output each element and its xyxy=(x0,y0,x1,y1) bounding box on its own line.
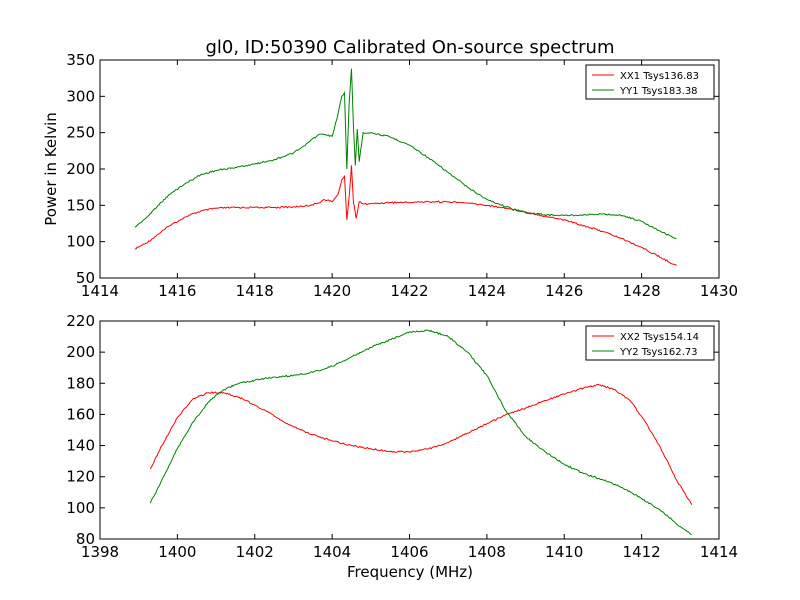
chart-2-ytick-label: 140 xyxy=(66,437,95,455)
chart-2-ytick-label: 200 xyxy=(66,343,95,361)
chart-1-legend-box xyxy=(585,64,715,100)
chart-1-xtick-label: 1414 xyxy=(81,282,119,300)
chart-1-legend: XX1 Tsys136.83 YY1 Tsys183.38 xyxy=(585,64,715,100)
chart-2-xtick-label: 1408 xyxy=(468,543,506,561)
chart-2-ytick-label: 220 xyxy=(66,312,95,330)
chart-2-ytick-label: 160 xyxy=(66,405,95,423)
chart-2-legend-label: XX2 Tsys154.14 xyxy=(620,332,699,343)
chart-2-ytick-label: 120 xyxy=(66,468,95,486)
chart-2-legend-label: YY2 Tsys162.73 xyxy=(619,347,698,358)
chart-2-xtick-label: 1406 xyxy=(390,543,428,561)
chart-2-xtick-label: 1414 xyxy=(700,543,738,561)
chart-2-legend-box xyxy=(585,325,715,361)
chart-1-legend-label: XX1 Tsys136.83 xyxy=(620,71,699,82)
chart-1-xtick-label: 1422 xyxy=(390,282,428,300)
chart-2-ytick-label: 180 xyxy=(66,374,95,392)
chart-1-xtick-label: 1418 xyxy=(236,282,274,300)
chart-2-xtick-label: 1410 xyxy=(545,543,583,561)
chart-1-title: gl0, ID:50390 Calibrated On-source spect… xyxy=(205,37,614,58)
chart-2: 1398 1400 1402 1404 1406 1408 1410 1412 1414 80 10… xyxy=(66,312,738,581)
chart-2-xtick-label: 1402 xyxy=(236,543,274,561)
chart-1-ticks: 1414 1416 1418 1420 1422 1424 1426 1428 1430 50 10… xyxy=(66,51,738,300)
chart-2-series-line-2 xyxy=(149,329,692,535)
chart-2-ytick-label: 100 xyxy=(66,499,95,517)
chart-2-ytick-label: 80 xyxy=(76,530,95,548)
chart-1-ytick-label: 50 xyxy=(76,269,95,287)
chart-1-ylabel: Power in Kelvin xyxy=(42,112,60,226)
chart-2-lines xyxy=(149,329,693,535)
chart-1-series-line-1 xyxy=(134,165,677,266)
chart-1-lines xyxy=(134,68,677,266)
chart-1-xtick-label: 1416 xyxy=(158,282,196,300)
chart-2-legend: XX2 Tsys154.14 YY2 Tsys162.73 xyxy=(585,325,715,361)
chart-2-ticks: 1398 1400 1402 1404 1406 1408 1410 1412 1414 80 10… xyxy=(66,312,738,561)
chart-1-xtick-label: 1428 xyxy=(623,282,661,300)
chart-2-xlabel: Frequency (MHz) xyxy=(347,563,473,581)
chart-1-xtick-label: 1424 xyxy=(468,282,506,300)
chart-1-ytick-label: 100 xyxy=(66,233,95,251)
chart-2-xtick-label: 1398 xyxy=(81,543,119,561)
chart-1-ytick-label: 300 xyxy=(66,87,95,105)
chart-1-legend-label: YY1 Tsys183.38 xyxy=(619,86,698,97)
chart-2-xtick-label: 1412 xyxy=(623,543,661,561)
chart-1-xtick-label: 1426 xyxy=(545,282,583,300)
chart-1-ytick-label: 200 xyxy=(66,160,95,178)
chart-2-xtick-label: 1404 xyxy=(313,543,351,561)
chart-1-ytick-label: 150 xyxy=(66,196,95,214)
chart-1-xtick-label: 1420 xyxy=(313,282,351,300)
chart-1-xtick-label: 1430 xyxy=(700,282,738,300)
chart-1-series-line-2 xyxy=(134,68,677,240)
chart-1: gl0, ID:50390 Calibrated On-source spect… xyxy=(42,37,738,300)
chart-1-ytick-label: 250 xyxy=(66,124,95,142)
chart-1-ytick-label: 350 xyxy=(66,51,95,69)
chart-2-series-line-1 xyxy=(149,383,693,506)
chart-2-xtick-label: 1400 xyxy=(158,543,196,561)
